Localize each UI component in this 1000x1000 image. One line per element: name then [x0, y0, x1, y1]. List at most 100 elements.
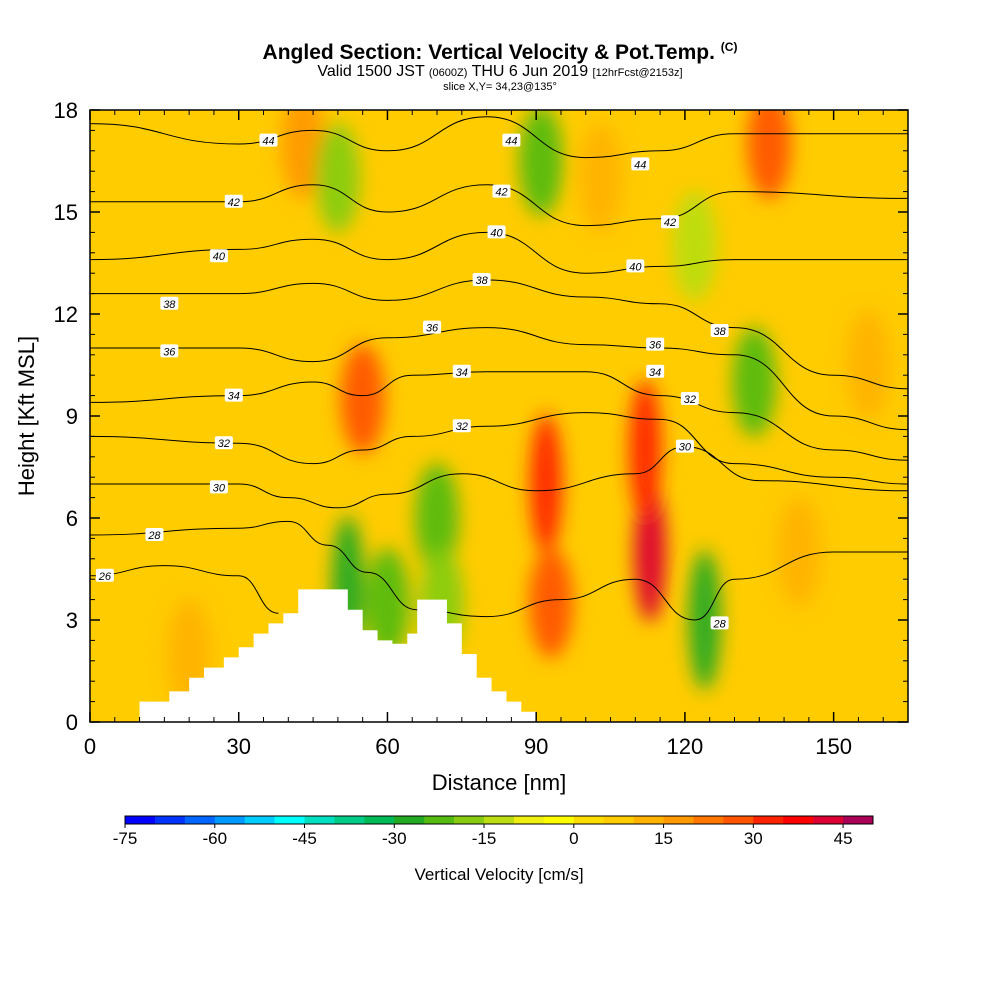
colorbar-tick-label: -30 — [382, 829, 407, 848]
colorbar-tick-label: 45 — [834, 829, 853, 848]
contour-label-28: 28 — [145, 528, 164, 542]
contour-label-38: 38 — [710, 324, 729, 338]
contour-label-44: 44 — [631, 157, 650, 171]
contour-label-30: 30 — [209, 480, 228, 494]
title-text: Angled Section: Vertical Velocity & Pot.… — [262, 41, 715, 64]
svg-text:38: 38 — [476, 275, 489, 287]
svg-text:44: 44 — [262, 136, 274, 148]
svg-text:44: 44 — [505, 136, 517, 148]
velocity-cell-15 — [732, 327, 777, 437]
contour-label-38: 38 — [160, 296, 179, 311]
colorbar-swatch — [843, 816, 874, 824]
x-tick-label: 0 — [84, 734, 96, 759]
theta-contour-28 — [90, 520, 908, 621]
velocity-cell-9 — [519, 110, 564, 216]
svg-text:40: 40 — [490, 227, 503, 239]
colorbar-swatch — [513, 816, 545, 824]
colorbar-tick-label: -45 — [292, 829, 317, 848]
x-tick-label: 30 — [226, 734, 250, 759]
svg-text:34: 34 — [228, 391, 240, 403]
colorbar-swatch — [394, 816, 425, 824]
velocity-cell-2 — [340, 344, 385, 454]
velocity-cell-8 — [529, 548, 574, 658]
colorbar-tick-label: -15 — [472, 829, 497, 848]
colorbar-tick-label: -60 — [202, 829, 227, 848]
contour-label-30: 30 — [675, 439, 694, 454]
svg-text:44: 44 — [634, 159, 646, 171]
svg-text:30: 30 — [213, 482, 226, 494]
colorbar-swatch — [543, 816, 575, 824]
theta-contour-26 — [90, 565, 279, 614]
colorbar-swatch — [334, 816, 365, 824]
svg-text:40: 40 — [629, 261, 642, 273]
y-tick-label: 0 — [66, 710, 78, 735]
svg-text:32: 32 — [684, 394, 696, 406]
svg-text:42: 42 — [228, 197, 240, 209]
contour-label-32: 32 — [680, 392, 699, 406]
colorbar-swatch — [753, 816, 784, 824]
svg-text:38: 38 — [713, 326, 726, 338]
contour-label-36: 36 — [646, 337, 665, 352]
y-tick-label: 15 — [54, 200, 78, 225]
theta-contour-42 — [90, 184, 908, 227]
colorbar-title: Vertical Velocity [cm/s] — [414, 865, 583, 884]
colorbar-tick-label: 0 — [569, 829, 578, 848]
velocity-cell-1 — [315, 123, 360, 233]
theta-contour-36 — [90, 327, 908, 431]
svg-text:26: 26 — [98, 571, 112, 583]
contour-label-26: 26 — [95, 568, 114, 583]
contour-label-34: 34 — [452, 364, 471, 379]
velocity-cell-17 — [776, 497, 821, 607]
colorbar-swatch — [154, 816, 186, 824]
contour-label-32: 32 — [452, 419, 471, 433]
colorbar-swatch — [364, 816, 395, 824]
colorbar-swatch — [603, 816, 634, 824]
x-axis-title: Distance [nm] — [432, 770, 567, 795]
x-axis: 0 30 60 90 120 150 — [84, 110, 884, 759]
colorbar: -75 -60 -45 -30 -15 0 15 30 45 — [113, 815, 874, 848]
contour-labels: 44 44 44 42 42 42 40 40 40 38 38 38 36 36 36 34 34 34 32 32… — [95, 133, 729, 630]
svg-text:36: 36 — [649, 340, 662, 352]
contour-label-42: 42 — [661, 215, 680, 229]
contour-label-42: 42 — [492, 184, 511, 199]
theta-contour-38 — [90, 279, 908, 390]
colorbar-swatch — [274, 816, 305, 824]
svg-text:40: 40 — [213, 251, 226, 263]
colorbar-swatch — [783, 816, 814, 824]
valid-date: THU 6 Jun 2019 — [471, 63, 589, 80]
svg-text:42: 42 — [495, 187, 507, 199]
colorbar-swatch — [244, 816, 275, 824]
y-tick-label: 12 — [54, 302, 78, 327]
colorbar-swatch — [484, 816, 515, 824]
contour-label-28: 28 — [710, 616, 729, 630]
valid-utc: (0600Z) — [428, 67, 468, 79]
colorbar-tick-label: 15 — [654, 829, 673, 848]
colorbar-swatch — [723, 816, 754, 824]
y-tick-label: 3 — [66, 608, 78, 633]
theta-contours — [90, 116, 908, 621]
contour-label-40: 40 — [487, 225, 506, 239]
colorbar-swatch — [663, 816, 694, 824]
colorbar-swatch — [573, 816, 605, 824]
contour-label-40: 40 — [209, 249, 228, 263]
y-tick-label: 18 — [54, 98, 78, 123]
velocity-field-background — [90, 110, 908, 722]
colorbar-swatch — [214, 816, 245, 824]
svg-text:30: 30 — [679, 442, 692, 454]
velocity-cell-14 — [672, 191, 717, 301]
contour-label-44: 44 — [502, 133, 521, 148]
chart-title: Angled Section: Vertical Velocity & Pot.… — [0, 36, 1000, 64]
colorbar-swatch — [184, 816, 216, 824]
velocity-cell-12 — [629, 380, 662, 520]
colorbar-tick-label: 30 — [744, 829, 763, 848]
terrain-mask — [139, 589, 537, 722]
colorbar-swatch — [304, 816, 335, 824]
colorbar-tick-label: -75 — [113, 829, 138, 848]
svg-text:32: 32 — [218, 438, 230, 450]
contour-label-38: 38 — [472, 273, 491, 287]
colorbar-swatch — [633, 816, 664, 824]
y-axis-title: Height [Kft MSL] — [14, 336, 39, 496]
x-tick-label: 120 — [667, 734, 704, 759]
